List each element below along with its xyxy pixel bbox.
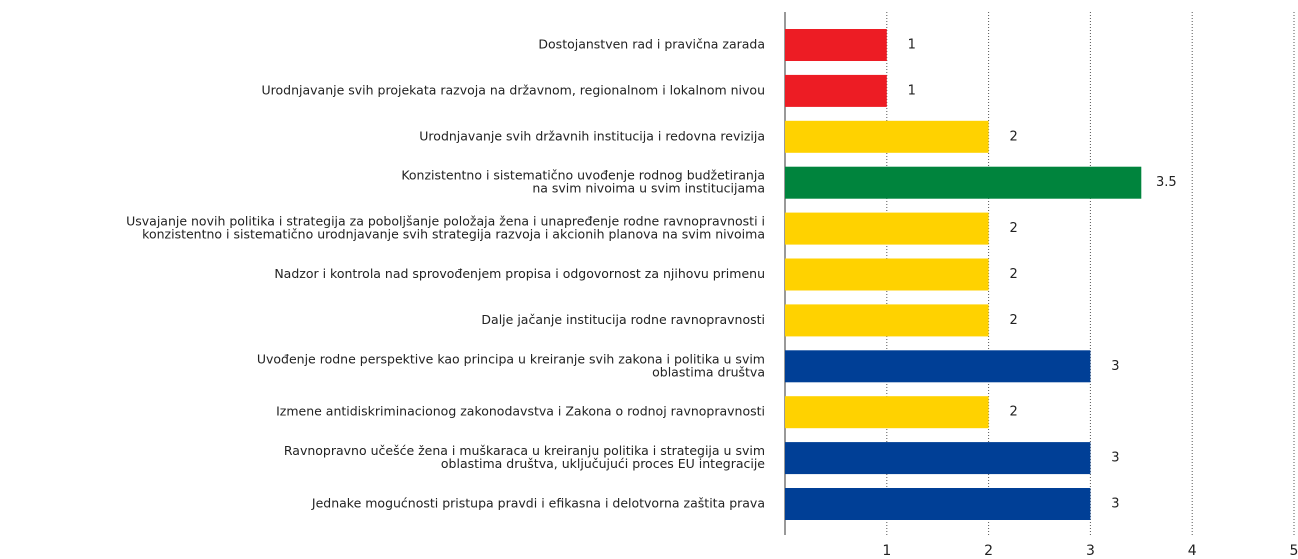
bar: [785, 442, 1091, 475]
value-label: 3: [1111, 497, 1119, 512]
x-tick-label: 2: [984, 543, 993, 559]
category-label: Urodnjavanje svih projekata razvoja na d…: [261, 82, 765, 97]
value-label: 2: [1009, 221, 1017, 236]
bar: [785, 350, 1091, 383]
bar: [785, 396, 989, 429]
category-label: Uvođenje rodne perspektive kao principa …: [257, 351, 765, 366]
bar: [785, 258, 989, 291]
category-label: konzistentno i sistematično urodnjavanje…: [142, 227, 765, 242]
value-label: 2: [1009, 267, 1017, 282]
bar: [785, 488, 1091, 520]
bar: [785, 304, 989, 337]
value-label: 3.5: [1156, 175, 1177, 190]
value-label: 1: [908, 38, 916, 53]
category-label: Izmene antidiskriminacionog zakonodavstv…: [276, 404, 765, 419]
value-label: 2: [1009, 129, 1017, 144]
x-tick-label: 1: [882, 543, 891, 559]
value-label: 3: [1111, 451, 1119, 466]
value-label: 1: [908, 83, 916, 98]
category-label: Urodnjavanje svih državnih institucija i…: [419, 128, 765, 143]
value-label: 3: [1111, 359, 1119, 374]
x-tick-label: 4: [1188, 543, 1197, 559]
category-label: oblastima društva, uključujući proces EU…: [441, 456, 765, 471]
value-label: 2: [1009, 405, 1017, 420]
category-label: Jednake mogućnosti pristupa pravdi i efi…: [311, 496, 765, 511]
category-label: Ravnopravno učešće žena i muškaraca u kr…: [284, 443, 765, 458]
category-label: Nadzor i kontrola nad sprovođenjem propi…: [274, 266, 765, 281]
bar: [785, 74, 887, 107]
category-label: na svim nivoima u svim institucijama: [532, 181, 765, 196]
value-label: 2: [1009, 313, 1017, 328]
category-label: Dostojanstven rad i pravična zarada: [538, 37, 765, 52]
bar: [785, 212, 989, 245]
x-tick-label: 5: [1290, 543, 1298, 559]
category-label: Usvajanje novih politika i strategija za…: [126, 214, 765, 229]
category-label: Konzistentno i sistematično uvođenje rod…: [401, 168, 765, 183]
category-label: oblastima društva: [652, 364, 765, 379]
bar: [785, 120, 989, 153]
bar: [785, 166, 1142, 199]
bar: [785, 29, 887, 61]
x-tick-label: 3: [1086, 543, 1095, 559]
category-label: Dalje jačanje institucija rodne ravnopra…: [481, 312, 765, 327]
